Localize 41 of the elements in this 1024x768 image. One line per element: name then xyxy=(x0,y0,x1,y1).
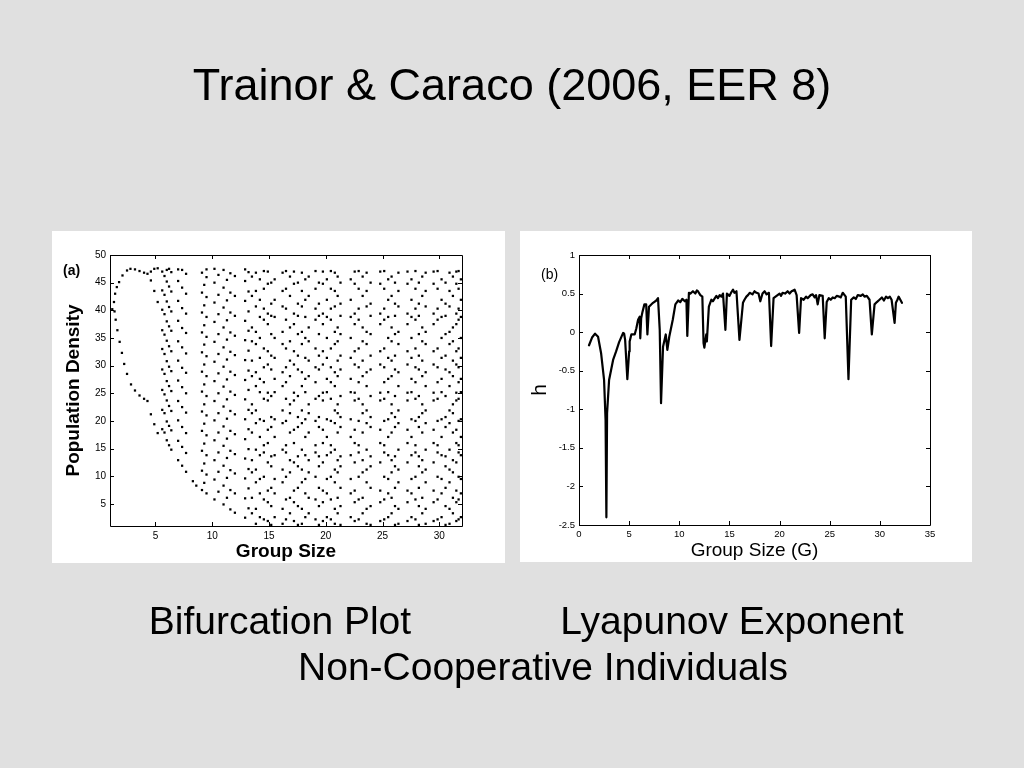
y-axis-title: h xyxy=(527,384,551,396)
text: Non-Cooperative Individuals xyxy=(298,645,788,688)
y-tick-label: 45 xyxy=(94,276,107,288)
y-tick-label: 0.5 xyxy=(561,287,575,299)
y-tick-label: 25 xyxy=(94,387,107,399)
x-tick-label: 30 xyxy=(874,528,886,540)
x-tick-label: 25 xyxy=(824,528,835,540)
text: Lyapunov Exponent xyxy=(560,599,904,642)
x-tick-label: 10 xyxy=(674,528,685,540)
y-tick-label: 35 xyxy=(94,331,107,343)
y-tick-label: 1 xyxy=(569,248,575,260)
x-tick-label: 15 xyxy=(724,528,735,540)
x-tick-label: 15 xyxy=(263,529,275,541)
x-axis-title: Group Size (G) xyxy=(690,538,819,560)
x-tick-label: 5 xyxy=(152,529,159,541)
y-tick-label: 0 xyxy=(569,325,575,337)
y-tick-label: -2 xyxy=(566,480,575,492)
x-tick-label: 5 xyxy=(626,528,632,540)
y-tick-label: -1.5 xyxy=(558,441,575,453)
y-tick-label: 10 xyxy=(94,469,107,481)
x-tick-label: 35 xyxy=(924,528,936,540)
text: Bifurcation Plot xyxy=(148,599,412,642)
y-tick-label: 40 xyxy=(94,304,107,316)
x-tick-label: 20 xyxy=(320,529,332,541)
y-axis-title: Population Density xyxy=(61,304,83,477)
y-tick-label: -2.5 xyxy=(558,518,575,530)
y-tick-label: 5 xyxy=(100,497,107,509)
x-tick-label: 10 xyxy=(206,529,219,541)
text: (b) xyxy=(541,265,559,282)
x-axis-title: Group Size xyxy=(235,539,337,561)
y-tick-label: 15 xyxy=(94,442,107,454)
y-tick-label: 30 xyxy=(94,359,107,371)
x-tick-label: 25 xyxy=(376,529,389,541)
y-tick-label: 20 xyxy=(94,414,107,426)
chart-title: Trainor & Caraco (2006, EER 8) xyxy=(192,59,832,110)
y-tick-label: -1 xyxy=(566,402,575,414)
y-tick-label: 50 xyxy=(94,248,107,260)
x-tick-label: 30 xyxy=(433,529,446,541)
text: (a) xyxy=(63,261,81,278)
y-tick-label: -0.5 xyxy=(558,364,575,376)
x-tick-label: 20 xyxy=(774,528,785,540)
